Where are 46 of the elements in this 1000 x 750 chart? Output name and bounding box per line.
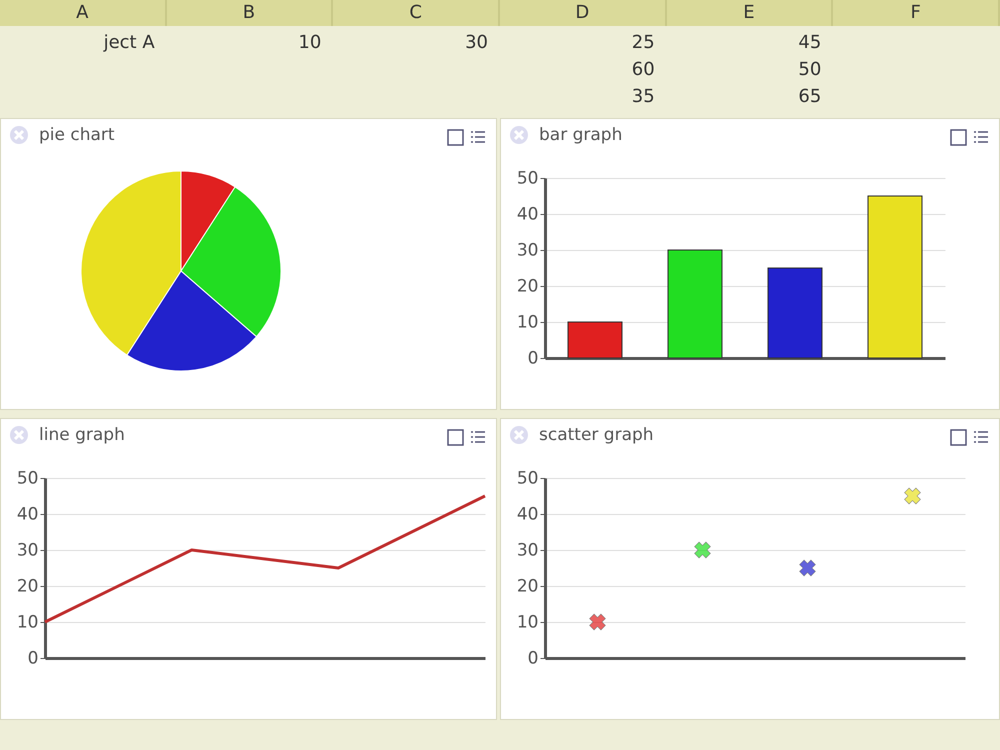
bar: [568, 322, 622, 358]
point: [904, 488, 921, 504]
y-tick-label: 0: [528, 648, 538, 668]
category-label: F: [833, 0, 1000, 26]
point: [799, 560, 816, 576]
chart-title: scatter graph: [539, 425, 654, 445]
category-label: B: [166, 0, 334, 26]
y-tick-label: 20: [516, 276, 538, 296]
text: 35: [630, 85, 655, 109]
text: ject A: [102, 31, 155, 55]
y-tick-label: 10: [516, 612, 538, 632]
y-tick-label: 40: [516, 204, 538, 224]
y-tick-label: 40: [516, 504, 538, 524]
y-tick-label: 40: [16, 504, 38, 524]
text: 65: [797, 85, 822, 109]
chart-title: pie chart: [39, 125, 115, 145]
chart-title: bar graph: [539, 125, 622, 145]
text: 25: [630, 31, 655, 55]
y-tick-label: 50: [16, 468, 38, 488]
category-label: C: [333, 0, 500, 26]
category-label: A: [0, 0, 167, 26]
bar: [668, 250, 722, 358]
y-tick-label: 20: [16, 576, 38, 596]
y-tick-label: 10: [516, 312, 538, 332]
y-tick-label: 0: [528, 348, 538, 368]
y-tick-label: 30: [16, 540, 38, 560]
y-tick-label: 50: [516, 168, 538, 188]
category-label: E: [666, 0, 834, 26]
text: 60: [630, 58, 655, 82]
category-label: D: [500, 0, 667, 26]
bar: [768, 268, 822, 358]
line-series: [44, 494, 486, 624]
text: 50: [797, 58, 822, 82]
y-tick-label: 50: [516, 468, 538, 488]
text: 10: [297, 31, 322, 55]
text: 45: [797, 31, 822, 55]
bar: [868, 196, 922, 358]
y-tick-label: 30: [516, 240, 538, 260]
chart-title: line graph: [39, 425, 125, 445]
y-tick-label: 30: [516, 540, 538, 560]
point: [694, 542, 711, 558]
y-tick-label: 20: [516, 576, 538, 596]
point: [589, 614, 606, 630]
y-tick-label: 10: [16, 612, 38, 632]
y-tick-label: 0: [28, 648, 38, 668]
text: 30: [464, 31, 488, 55]
